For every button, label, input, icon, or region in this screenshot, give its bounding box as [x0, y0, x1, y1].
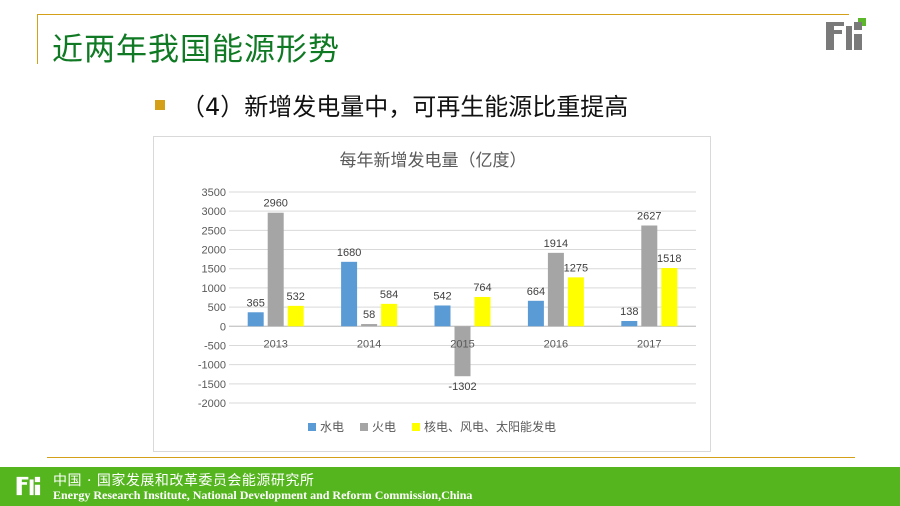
bar — [287, 305, 304, 327]
y-tick-label: 1500 — [202, 264, 226, 276]
bar — [267, 212, 284, 327]
y-tick-label: 0 — [220, 321, 226, 333]
data-label: 2627 — [637, 210, 661, 222]
y-tick-label: 2000 — [202, 245, 226, 257]
bar — [547, 252, 564, 327]
y-tick-label: 3500 — [202, 187, 226, 199]
bar — [341, 261, 358, 327]
bullet-marker — [155, 100, 165, 110]
chart-container: 每年新增发电量（亿度） 3500 3000 2500 2000 1500 1000 500 0 -… — [153, 136, 711, 452]
bar — [434, 305, 451, 327]
data-label: 532 — [287, 291, 305, 303]
bar — [661, 268, 678, 327]
x-tick-label: 2013 — [263, 338, 287, 350]
legend-label: 火电 — [372, 420, 396, 434]
x-tick-label: 2015 — [450, 338, 474, 350]
legend-swatch — [308, 423, 316, 431]
y-tick-label: -1000 — [198, 360, 226, 372]
y-tick-label: 1000 — [202, 283, 226, 295]
chart-title: 每年新增发电量（亿度） — [340, 151, 527, 170]
eri-logo-icon — [16, 476, 41, 496]
y-tick-label: -2000 — [198, 398, 226, 410]
bar — [474, 296, 491, 327]
y-tick-label: 3000 — [202, 206, 226, 218]
x-tick-label: 2016 — [544, 338, 568, 350]
title-bracket-horizontal — [37, 14, 849, 15]
data-label: 1275 — [564, 262, 588, 274]
data-label: 664 — [527, 286, 545, 298]
legend-label: 水电 — [320, 420, 344, 434]
bar-chart: 每年新增发电量（亿度） 3500 3000 2500 2000 1500 1000 500 0 -… — [198, 151, 696, 434]
bar — [621, 320, 638, 327]
bar — [454, 326, 471, 377]
data-label: 1680 — [337, 247, 361, 259]
x-tick-label: 2014 — [357, 338, 381, 350]
bar — [527, 300, 544, 327]
bar — [247, 312, 264, 327]
bullet-text: （4）新增发电量中，可再生能源比重提高 — [181, 93, 629, 121]
footer-bar: 中国 · 国家发展和改革委员会能源研究所 Energy Research Ins… — [0, 467, 900, 506]
y-tick-label: 500 — [208, 302, 226, 314]
y-tick-label: -500 — [204, 340, 226, 352]
legend-swatch — [360, 423, 368, 431]
y-tick-label: 2500 — [202, 225, 226, 237]
data-label: 1518 — [657, 253, 681, 265]
eri-logo-icon — [826, 18, 866, 50]
bar — [641, 225, 658, 327]
footer-org-name-cn: 中国 · 国家发展和改革委员会能源研究所 — [53, 473, 315, 489]
page-title: 近两年我国能源形势 — [52, 32, 340, 68]
legend-swatch — [412, 423, 420, 431]
title-bracket-vertical — [37, 14, 38, 64]
data-label: 2960 — [263, 198, 287, 210]
bar — [381, 303, 398, 327]
y-tick-label: -1500 — [198, 379, 226, 391]
footer-divider — [47, 457, 855, 458]
footer-org-name-en: Energy Research Institute, National Deve… — [53, 488, 473, 502]
data-label: 365 — [247, 297, 265, 309]
x-tick-label: 2017 — [637, 338, 661, 350]
legend-label: 核电、风电、太阳能发电 — [424, 419, 556, 434]
data-label: 764 — [473, 282, 491, 294]
data-label: 58 — [363, 309, 375, 321]
bar — [567, 277, 584, 327]
data-label: 542 — [433, 290, 451, 302]
data-label: 138 — [620, 306, 638, 318]
data-label: -1302 — [448, 381, 476, 393]
data-label: 1914 — [544, 238, 568, 250]
data-label: 584 — [380, 289, 398, 301]
bar — [361, 324, 378, 327]
